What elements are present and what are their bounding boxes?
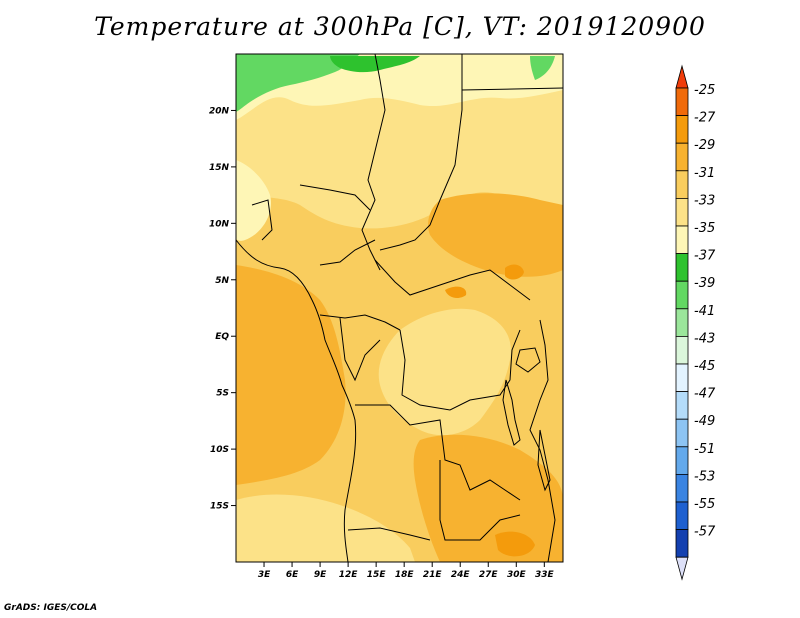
colorbar-swatch (675, 197, 689, 227)
colorbar-label: -53 (694, 469, 715, 484)
boundaries (236, 54, 563, 562)
colorbar-swatch (675, 87, 689, 117)
colorbar-swatch (675, 473, 689, 503)
colorbar-swatch (675, 308, 689, 337)
lon-tick-label: 30E (507, 570, 527, 580)
colorbar-label: -35 (694, 221, 715, 236)
colorbar-label: -27 (694, 111, 716, 126)
colorbar-swatch (675, 391, 689, 420)
border-line (355, 404, 521, 501)
border-line (439, 460, 521, 541)
latitude-axis: 20N 15N 10N 5N EQ 5S 10S 15S (209, 106, 236, 512)
colorbar-label: -39 (694, 276, 715, 291)
border-line (319, 239, 376, 266)
temp-region-ne-37 (530, 56, 555, 80)
colorbar-swatch (675, 170, 689, 199)
lat-tick-label: 10N (209, 219, 230, 229)
colorbar-swatch (675, 115, 689, 144)
lon-tick-label: 9E (314, 570, 327, 580)
colorbar-swatch (675, 363, 689, 393)
temp-hotspot-3 (495, 531, 535, 557)
colorbar-label: -55 (694, 497, 715, 512)
colorbar-swatch (675, 280, 689, 310)
temp-region-congo-33 (378, 308, 511, 436)
colorbar-swatch (675, 225, 689, 255)
colorbar-label: -47 (694, 387, 716, 402)
colorbar-label: -31 (694, 166, 715, 181)
colorbar: -25 -27 -29 -31 -33 -35 -37 -39 -41 -43 -45 -47 -49 -… (675, 64, 716, 581)
colorbar-top-arrow (675, 64, 689, 89)
footer-credit: GrADS: IGES/COLA (4, 603, 98, 613)
temp-region-southwest-33 (236, 494, 415, 562)
colorbar-label: -29 (694, 138, 715, 153)
colorbar-label: -45 (694, 359, 715, 374)
lon-tick-label: 21E (423, 570, 443, 580)
lon-tick-label: 6E (286, 570, 299, 580)
colorbar-label: -57 (694, 525, 716, 540)
lat-tick-label: 15N (209, 163, 230, 173)
lat-tick-label: 5N (215, 276, 229, 286)
lat-tick-label: 5S (216, 389, 229, 399)
colorbar-label: -49 (694, 414, 715, 429)
border-line (529, 319, 556, 562)
temp-region-nw-39 (330, 56, 420, 73)
colorbar-label: -33 (694, 193, 715, 208)
border-line (374, 259, 531, 301)
temp-region-sahel-35 (236, 160, 271, 241)
colorbar-swatch (675, 335, 689, 365)
border-line (399, 329, 521, 411)
border-line (379, 54, 463, 251)
colorbar-label: -37 (694, 249, 716, 264)
temp-region-east-29 (428, 193, 563, 277)
coastline (236, 239, 357, 562)
temp-region-south-29 (413, 434, 563, 562)
colorbar-swatch (675, 529, 689, 558)
border-line (251, 199, 273, 241)
lat-tick-label: 15S (210, 502, 229, 512)
longitude-axis: 3E 6E 9E 12E 15E 18E 21E 24E 27E 30E 33E (258, 562, 555, 580)
lake-malawi (537, 429, 551, 492)
map-title: Temperature at 300hPa [C], VT: 201912090… (94, 12, 706, 41)
colorbar-swatch (675, 142, 689, 172)
colorbar-label: -25 (694, 83, 715, 98)
colorbar-swatch (675, 418, 689, 448)
lat-tick-label: EQ (215, 332, 229, 342)
lake-victoria (515, 347, 541, 373)
colorbar-swatch (675, 501, 689, 531)
temp-region-nw-37 (236, 54, 360, 112)
lon-tick-label: 15E (367, 570, 387, 580)
temp-hotspot-1 (505, 264, 524, 280)
border-line (361, 54, 386, 271)
border-line (339, 317, 381, 382)
border-line (347, 527, 431, 541)
lake-tanganyika (502, 379, 521, 446)
lon-tick-label: 24E (451, 570, 471, 580)
lon-tick-label: 3E (258, 570, 271, 580)
colorbar-swatch (675, 446, 689, 475)
lon-tick-label: 33E (535, 570, 555, 580)
border-line (319, 314, 401, 331)
temp-region-gulf-29 (236, 265, 346, 485)
lon-tick-label: 27E (479, 570, 499, 580)
lat-tick-label: 10S (210, 445, 229, 455)
colorbar-label: -43 (694, 331, 715, 346)
colorbar-label: -41 (694, 304, 715, 319)
colorbar-swatch (675, 253, 689, 282)
colorbar-label: -51 (694, 442, 715, 457)
lon-tick-label: 12E (339, 570, 359, 580)
border-line (299, 184, 371, 211)
map-panel (236, 54, 563, 562)
lon-tick-label: 18E (395, 570, 415, 580)
colorbar-bottom-arrow (675, 556, 689, 581)
map-frame (235, 53, 564, 563)
border-line (461, 87, 563, 91)
lat-tick-label: 20N (209, 106, 230, 116)
temp-hotspot-2 (445, 286, 467, 298)
